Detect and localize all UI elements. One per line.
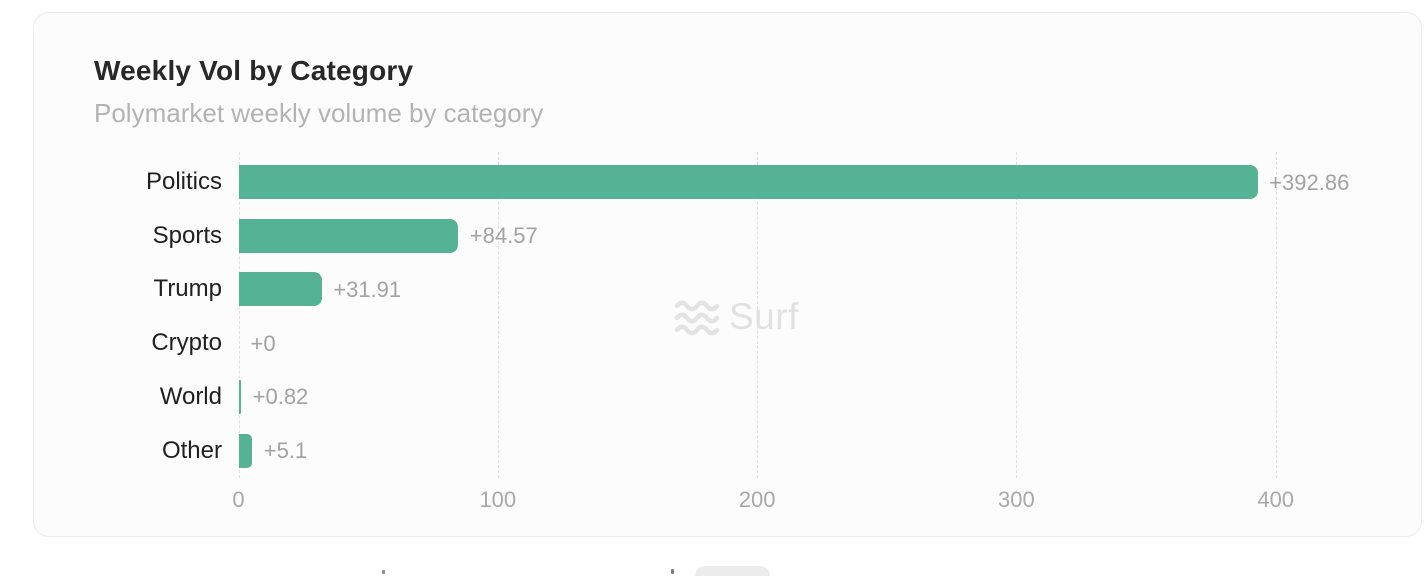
value-label-sports: +84.57 (469, 223, 538, 249)
x-tick-label-300: 300 (998, 487, 1035, 512)
value-label-trump: +31.91 (333, 276, 402, 302)
gridline-0 (238, 152, 240, 478)
bar-sports[interactable] (239, 218, 459, 253)
x-tick-label-100: 100 (479, 487, 517, 512)
value-label-crypto: +0 (250, 330, 276, 356)
x-tick-label-200: 200 (738, 487, 776, 512)
category-label-politics: Politics (145, 168, 222, 195)
x-tick-label-400: 400 (1257, 487, 1295, 512)
category-label-crypto: Crypto (151, 329, 222, 357)
chart-title: Weekly Vol by Category (94, 55, 414, 86)
value-label-world: +0.82 (252, 384, 309, 410)
cutoff-element[interactable] (695, 566, 770, 576)
bar-other[interactable] (239, 433, 253, 468)
bar-trump[interactable] (239, 272, 322, 307)
category-label-other: Other (161, 436, 222, 464)
value-label-other: +5.1 (263, 438, 308, 463)
bar-world[interactable] (239, 379, 242, 414)
gridline-100 (497, 152, 499, 478)
cutoff-element (382, 570, 385, 574)
bar-politics[interactable] (239, 165, 1258, 199)
category-label-sports: Sports (152, 221, 222, 249)
gridline-400 (1275, 152, 1277, 478)
gridline-200 (757, 152, 759, 478)
watermark: Surf (674, 296, 799, 338)
watermark-text: Surf (729, 296, 799, 337)
chart-subtitle: Polymarket weekly volume by category (94, 98, 544, 128)
category-label-trump: Trump (153, 275, 222, 303)
waves-icon (674, 300, 720, 336)
cutoff-element (671, 569, 674, 574)
value-label-politics: +392.86 (1269, 169, 1350, 195)
x-tick-label-0: 0 (232, 487, 245, 512)
category-label-world: World (159, 382, 222, 410)
gridline-300 (1016, 152, 1018, 478)
